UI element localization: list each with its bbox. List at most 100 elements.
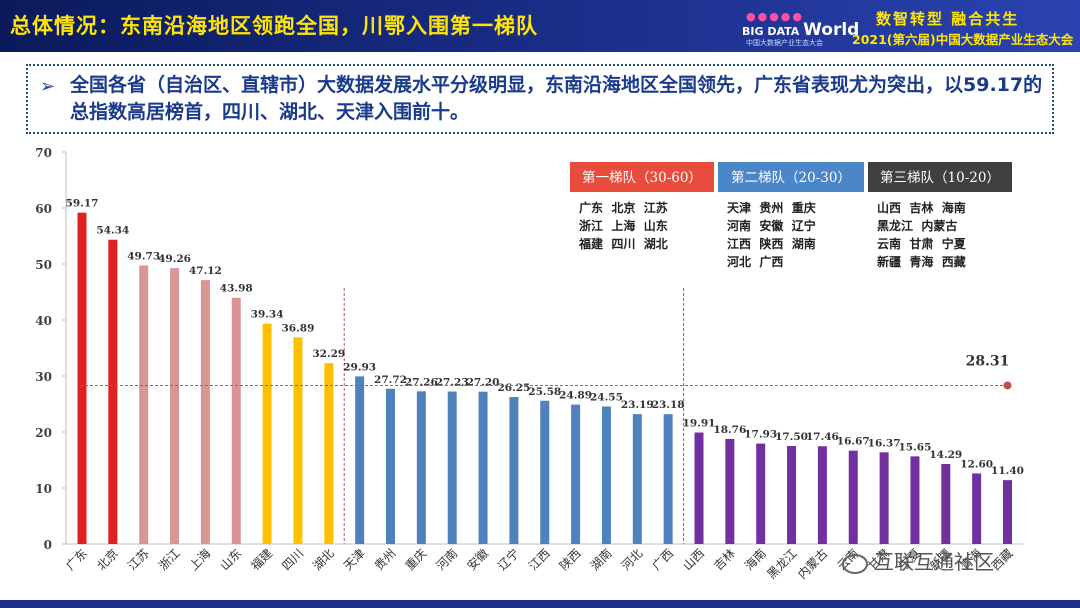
- value-label: 17.50: [775, 431, 808, 443]
- tier-members-text: 黑龙江 内蒙古: [877, 218, 957, 233]
- category-label: 湖北: [309, 546, 337, 574]
- category-label: 广东: [63, 546, 90, 573]
- category-label: 重庆: [403, 546, 430, 573]
- average-label: 28.31: [966, 353, 1010, 369]
- value-label: 49.26: [158, 253, 191, 265]
- value-label: 16.37: [868, 437, 901, 449]
- category-label: 江西: [526, 546, 553, 573]
- value-label: 54.34: [96, 225, 129, 237]
- y-tick-label: 40: [35, 314, 52, 328]
- y-tick-label: 30: [35, 370, 52, 384]
- bar: [941, 463, 951, 544]
- bar: [478, 391, 488, 544]
- category-label: 广西: [649, 546, 676, 573]
- bar: [293, 337, 303, 544]
- bar: [571, 404, 581, 544]
- value-label: 27.72: [374, 374, 407, 386]
- category-label: 海南: [741, 546, 769, 574]
- bar: [725, 438, 735, 544]
- category-label: 河北: [619, 546, 646, 573]
- category-label: 四川: [279, 546, 306, 573]
- bar: [262, 323, 272, 544]
- watermark-text: 互联互通社区: [874, 550, 994, 574]
- value-label: 36.89: [282, 322, 315, 334]
- bar: [324, 363, 334, 544]
- tier-members-text: 山西 吉林 海南: [877, 200, 966, 215]
- category-label: 北京: [94, 546, 121, 573]
- conference-name: 2021(第六届)中国大数据产业生态大会: [852, 32, 1074, 47]
- tier-members-text: 天津 贵州 重庆: [727, 200, 816, 215]
- summary-text: 全国各省（自治区、直辖市）大数据发展水平分级明显，东南沿海地区全国领先，广东省表…: [70, 74, 1043, 123]
- category-label: 河南: [433, 546, 461, 574]
- logo-dots-icon: ●●●●●: [746, 10, 804, 23]
- value-label: 18.76: [713, 424, 746, 436]
- average-point: [1003, 381, 1012, 390]
- bar: [910, 456, 920, 544]
- value-label: 23.18: [652, 399, 685, 411]
- value-label: 59.17: [66, 198, 99, 210]
- tier-members-text: 河北 广西: [726, 254, 783, 269]
- bar: [972, 473, 982, 544]
- category-label: 江苏: [125, 546, 152, 573]
- category-label: 安徽: [464, 546, 492, 574]
- value-label: 27.23: [436, 377, 469, 389]
- bar: [756, 443, 766, 544]
- bar: [139, 265, 149, 544]
- tier-legend-label: 第二梯队（20-30）: [731, 169, 851, 186]
- bar: [540, 400, 550, 544]
- value-label: 19.91: [683, 418, 716, 430]
- value-label: 14.29: [929, 449, 962, 461]
- category-label: 天津: [341, 546, 368, 573]
- category-label: 浙江: [156, 546, 183, 573]
- category-label: 福建: [248, 546, 276, 574]
- tier-legend-box: [868, 162, 1012, 192]
- bigdata-world-logo: ●●●●● BIG DATA World 中国大数据产业生态大会: [742, 8, 859, 48]
- y-tick-label: 50: [35, 258, 52, 272]
- bar: [848, 450, 858, 544]
- logo-text-b: World: [803, 20, 860, 40]
- bottom-bar: [0, 600, 1080, 608]
- tier-members-text: 浙江 上海 山东: [579, 218, 668, 233]
- category-label: 山东: [217, 546, 244, 573]
- category-label: 贵州: [372, 546, 399, 573]
- logo-text-a: BIG DATA: [742, 25, 804, 38]
- category-label: 上海: [186, 546, 214, 574]
- category-label: 陕西: [556, 546, 584, 574]
- tier-members-text: 河南 安徽 辽宁: [726, 218, 816, 233]
- category-label: 吉林: [711, 546, 738, 573]
- bar: [694, 432, 704, 544]
- tier-legend-box: [570, 162, 714, 192]
- tier-members-text: 江西 陕西 湖南: [727, 236, 816, 251]
- bar-chart: 0 10 20 30 40 50 60 70 59.17 广东 54.34 北京 49.73 江苏 49.2…: [35, 146, 1024, 582]
- value-label: 27.20: [467, 377, 500, 389]
- category-label: 内蒙古: [794, 546, 830, 582]
- tier-legend-label: 第一梯队（30-60）: [582, 169, 702, 186]
- value-label: 24.89: [559, 390, 592, 402]
- bar: [601, 406, 611, 544]
- bar: [509, 397, 519, 544]
- tier-members-text: 广东 北京 江苏: [579, 200, 668, 215]
- value-label: 39.34: [251, 309, 284, 321]
- value-label: 32.29: [312, 348, 345, 360]
- y-tick-label: 0: [44, 538, 52, 552]
- tier-members-text: 新疆 青海 西藏: [877, 254, 966, 269]
- category-label: 山西: [680, 546, 707, 573]
- value-label: 43.98: [220, 283, 253, 295]
- bar: [879, 452, 889, 544]
- bar: [1003, 480, 1012, 544]
- bar: [200, 280, 210, 544]
- category-label: 辽宁: [494, 546, 522, 574]
- value-label: 15.65: [899, 441, 932, 453]
- y-tick-label: 10: [35, 482, 52, 496]
- value-label: 11.40: [991, 465, 1024, 477]
- header-bar: 总体情况：东南沿海地区领跑全国，川鄂入围第一梯队 ●●●●● BIG DATA …: [0, 0, 1080, 52]
- value-label: 23.19: [621, 399, 654, 411]
- bar: [170, 268, 180, 544]
- page-title: 总体情况：东南沿海地区领跑全国，川鄂入围第一梯队: [10, 14, 538, 38]
- value-label: 24.55: [590, 392, 623, 404]
- bar: [355, 376, 365, 544]
- header-slogan: 数智转型 融合共生: [876, 10, 1020, 28]
- value-label: 49.73: [127, 251, 160, 263]
- bar: [787, 446, 797, 544]
- value-label: 17.93: [744, 429, 777, 441]
